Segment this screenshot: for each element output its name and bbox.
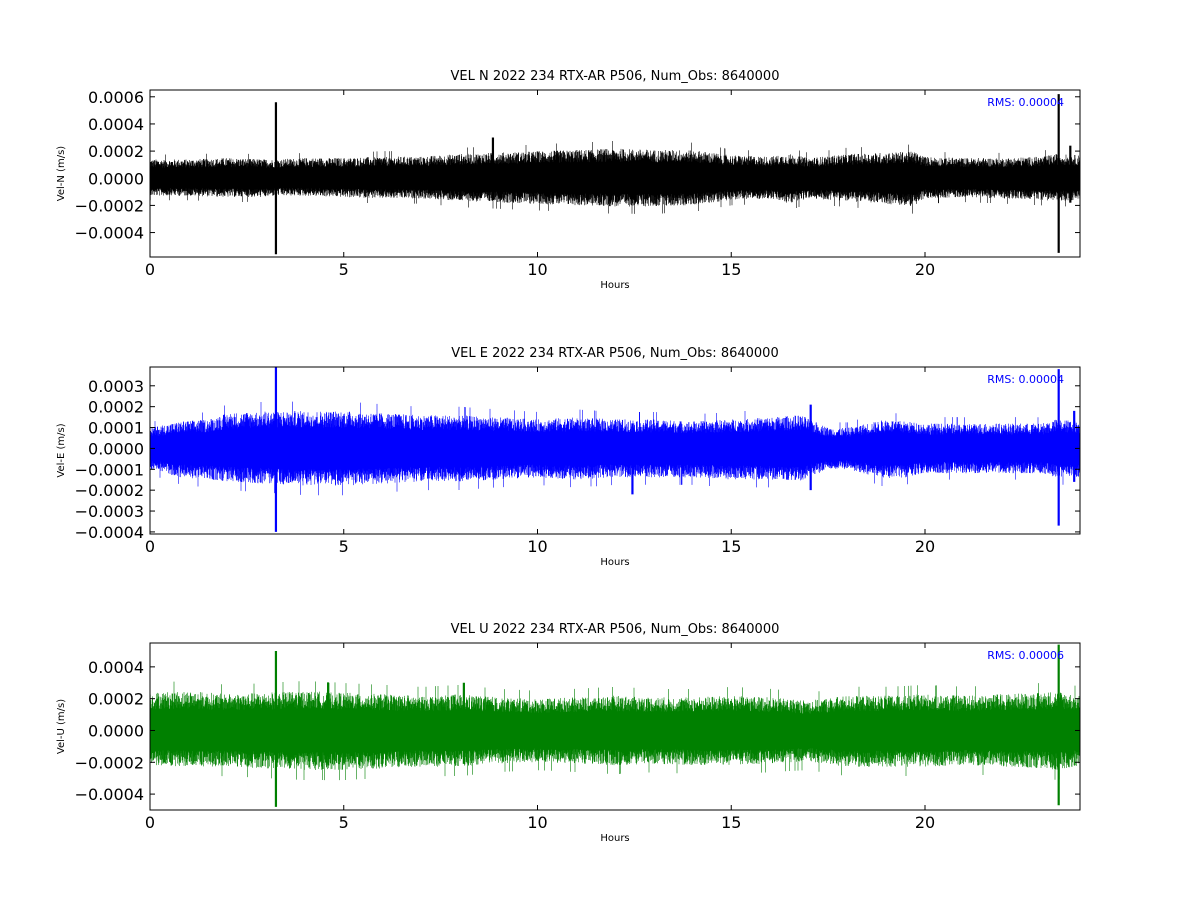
vel-n-ylabel: Vel-N (m/s) xyxy=(56,146,67,201)
vel-e-series-line xyxy=(150,401,1080,496)
vel-u-xlabel: Hours xyxy=(600,833,629,844)
vel-n-ytick-label-2: 0.0000 xyxy=(88,169,144,188)
vel-u-xtick-label-2: 10 xyxy=(527,813,547,832)
vel-n-ytick-label-3: 0.0002 xyxy=(88,142,144,161)
vel-u-xtick-label-4: 20 xyxy=(915,813,935,832)
vel-n-xtick-label-1: 5 xyxy=(339,260,349,279)
vel-u-ytick-label-3: 0.0002 xyxy=(88,690,144,709)
vel-u-axes-frame xyxy=(149,642,1081,811)
vel-n-xtick-label-2: 10 xyxy=(527,260,547,279)
vel-u-ytick-label-1: −0.0002 xyxy=(75,753,144,772)
vel-u-ylabel: Vel-U (m/s) xyxy=(56,699,67,754)
vel-u-series-line xyxy=(150,681,1080,781)
vel-u-xtick-label-3: 15 xyxy=(721,813,741,832)
vel-n-xtick-label-0: 0 xyxy=(145,260,155,279)
vel-e-ytick-label-6: 0.0002 xyxy=(88,398,144,417)
vel-u-panel: 0 5 10 15 20 −0.0004 −0.0002 0.0000 0.0002 0.0004… xyxy=(56,622,1081,844)
vel-e-axes-frame xyxy=(149,366,1081,535)
vel-n-title: VEL N 2022 234 RTX-AR P506, Num_Obs: 864… xyxy=(451,69,780,84)
vel-e-title: VEL E 2022 234 RTX-AR P506, Num_Obs: 864… xyxy=(451,346,778,361)
vel-n-rms-annotation: RMS: 0.00004 xyxy=(987,96,1064,109)
vel-u-xtick-label-1: 5 xyxy=(339,813,349,832)
vel-e-xtick-label-2: 10 xyxy=(527,537,547,556)
vel-u-rms-annotation: RMS: 0.00006 xyxy=(987,649,1064,662)
vel-e-ytick-label-7: 0.0003 xyxy=(88,377,144,396)
vel-e-ytick-label-2: −0.0002 xyxy=(75,481,144,500)
vel-e-ytick-label-5: 0.0001 xyxy=(88,419,144,438)
vel-e-xtick-label-1: 5 xyxy=(339,537,349,556)
vel-e-ytick-label-1: −0.0003 xyxy=(75,502,144,521)
vel-n-ytick-label-0: −0.0004 xyxy=(75,224,144,243)
vel-e-xtick-label-3: 15 xyxy=(721,537,741,556)
vel-e-xlabel: Hours xyxy=(600,557,629,568)
vel-n-xtick-label-3: 15 xyxy=(721,260,741,279)
vel-u-xtick-label-0: 0 xyxy=(145,813,155,832)
vel-e-ylabel: Vel-E (m/s) xyxy=(56,423,67,477)
vel-u-ytick-label-0: −0.0004 xyxy=(75,785,144,804)
vel-e-ytick-label-0: −0.0004 xyxy=(75,523,144,542)
vel-u-ytick-label-2: 0.0000 xyxy=(88,721,144,740)
vel-u-ytick-label-4: 0.0004 xyxy=(88,658,144,677)
vel-e-panel: 0 5 10 15 20 −0.0004 −0.0003 −0.0002 −0.0001 0.00… xyxy=(56,346,1081,568)
vel-n-ytick-label-4: 0.0004 xyxy=(88,115,144,134)
vel-n-series-line xyxy=(150,141,1080,214)
vel-n-xtick-label-4: 20 xyxy=(915,260,935,279)
vel-n-xlabel: Hours xyxy=(600,280,629,291)
vel-n-axes-frame xyxy=(149,89,1081,258)
vel-e-ytick-label-3: −0.0001 xyxy=(75,460,144,479)
vel-e-ytick-label-4: 0.0000 xyxy=(88,439,144,458)
vel-n-ytick-label-1: −0.0002 xyxy=(75,196,144,215)
vel-e-rms-annotation: RMS: 0.00004 xyxy=(987,373,1064,386)
vel-n-ytick-label-5: 0.0006 xyxy=(88,88,144,107)
vel-n-panel: 0 5 10 15 20 −0.0004 −0.0002 0.0000 0.0002 0.0004… xyxy=(56,69,1081,291)
vel-u-title: VEL U 2022 234 RTX-AR P506, Num_Obs: 864… xyxy=(451,622,780,637)
vel-e-xtick-label-4: 20 xyxy=(915,537,935,556)
vel-e-xtick-label-0: 0 xyxy=(145,537,155,556)
